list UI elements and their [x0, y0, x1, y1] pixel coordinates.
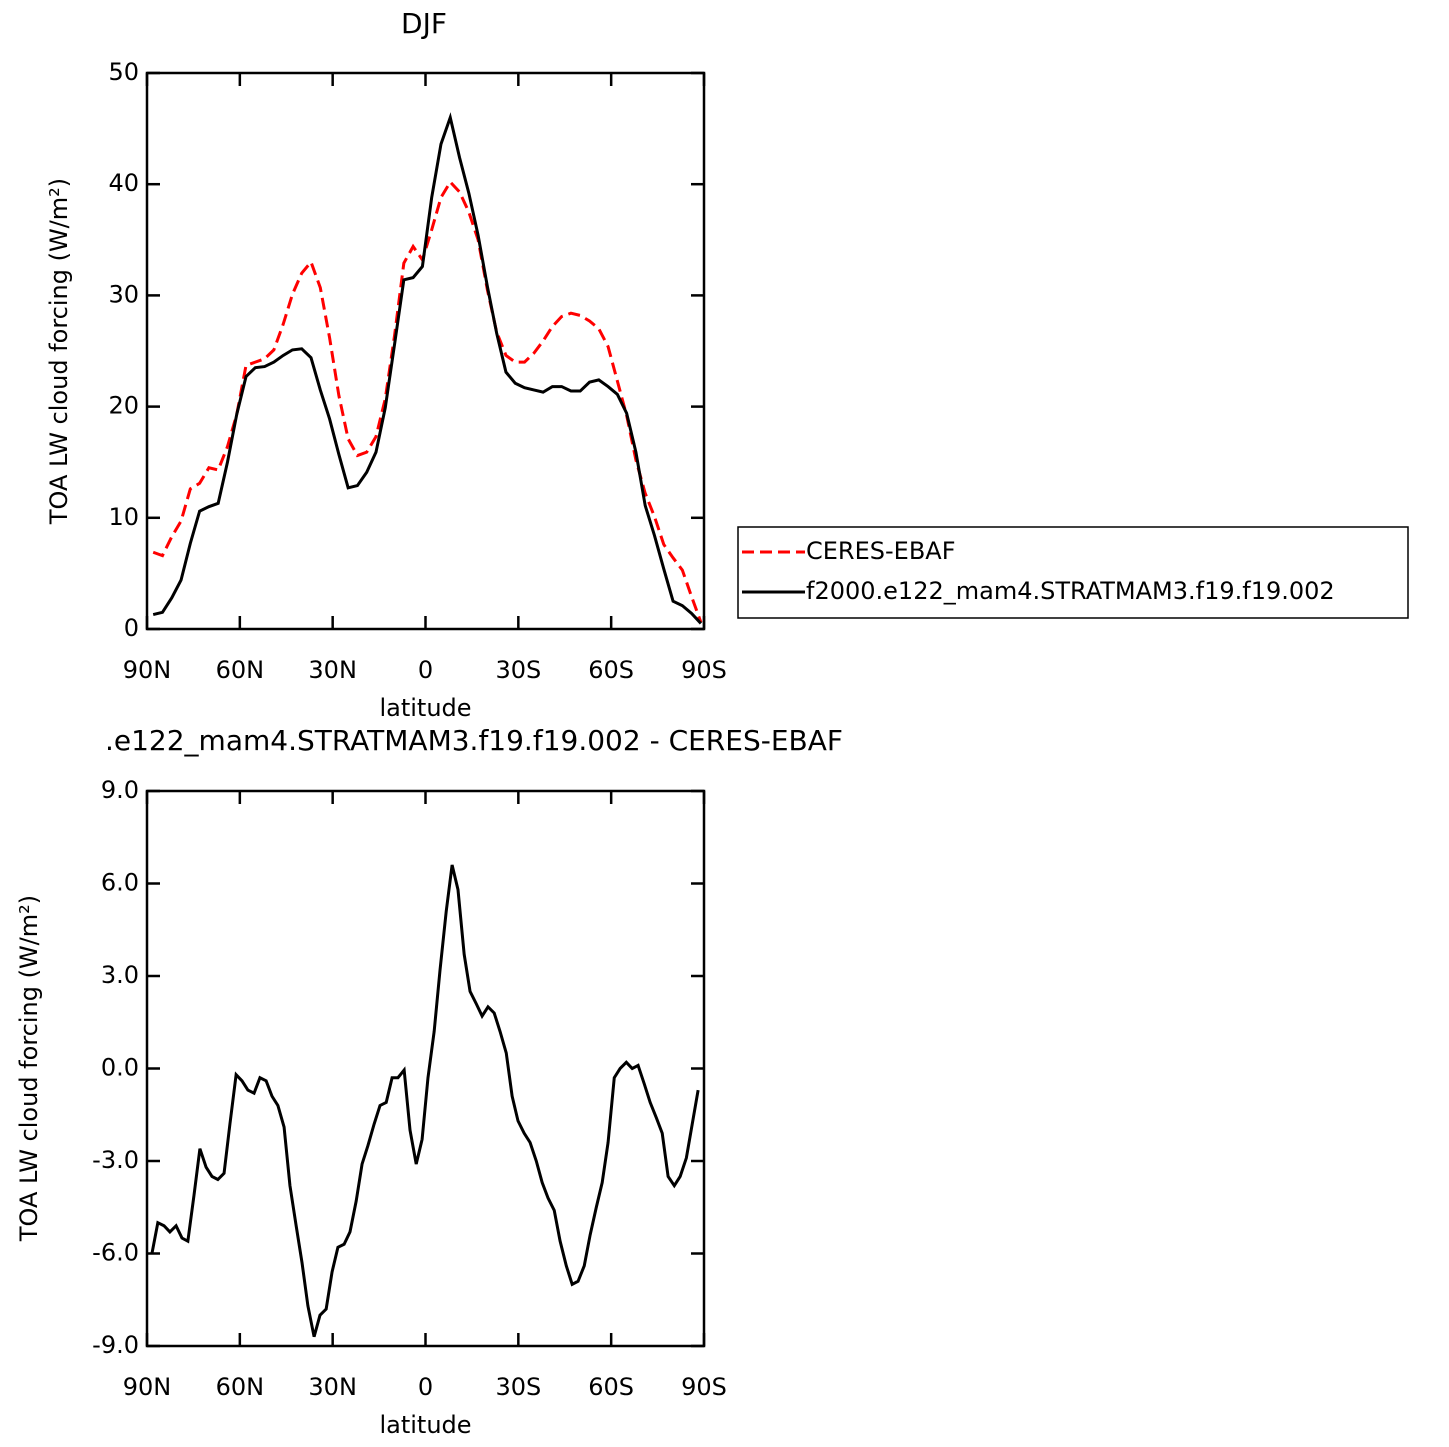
x-tick-label: 0	[418, 656, 433, 684]
legend-box	[737, 526, 1409, 619]
x-tick-label: 90N	[123, 1373, 172, 1401]
y-tick-label: 40	[108, 169, 139, 197]
y-tick-label: -3.0	[92, 1146, 139, 1174]
y-tick-label: -9.0	[92, 1331, 139, 1359]
chart-title: .e122_mam4.STRATMAM3.f19.f19.002 - CERES…	[105, 724, 843, 757]
plot-frame	[145, 71, 706, 631]
x-tick-label: 60S	[588, 656, 634, 684]
x-tick-label: 60N	[216, 656, 265, 684]
x-axis-label: latitude	[379, 694, 471, 722]
x-tick-label: 60N	[216, 1373, 265, 1401]
x-tick-label: 30S	[495, 1373, 541, 1401]
data-line	[150, 864, 700, 1338]
legend-label: CERES-EBAF	[806, 537, 956, 565]
y-tick-label: 20	[108, 392, 139, 420]
x-tick-label: 30N	[308, 1373, 357, 1401]
y-tick-label: 3.0	[101, 961, 139, 989]
y-tick-label: 50	[108, 58, 139, 86]
data-line	[152, 179, 703, 623]
x-tick-label: 30S	[495, 656, 541, 684]
y-tick-label: 6.0	[101, 869, 139, 897]
x-tick-label: 90S	[681, 1373, 727, 1401]
y-axis-label: TOA LW cloud forcing (W/m²)	[45, 178, 73, 525]
x-tick-label: 90N	[123, 656, 172, 684]
x-tick-label: 60S	[588, 1373, 634, 1401]
data-line	[152, 112, 703, 625]
x-tick-label: 30N	[308, 656, 357, 684]
y-axis-label: TOA LW cloud forcing (W/m²)	[15, 895, 43, 1242]
y-tick-label: 0.0	[101, 1054, 139, 1082]
chart-title: DJF	[401, 7, 447, 40]
y-tick-label: -6.0	[92, 1239, 139, 1267]
y-tick-label: 9.0	[101, 776, 139, 804]
legend-label: f2000.e122_mam4.STRATMAM3.f19.f19.002	[806, 577, 1335, 605]
x-tick-label: 0	[418, 1373, 433, 1401]
y-tick-label: 0	[124, 614, 139, 642]
y-tick-label: 30	[108, 280, 139, 308]
x-tick-label: 90S	[681, 656, 727, 684]
y-tick-label: 10	[108, 503, 139, 531]
x-axis-label: latitude	[379, 1411, 471, 1439]
